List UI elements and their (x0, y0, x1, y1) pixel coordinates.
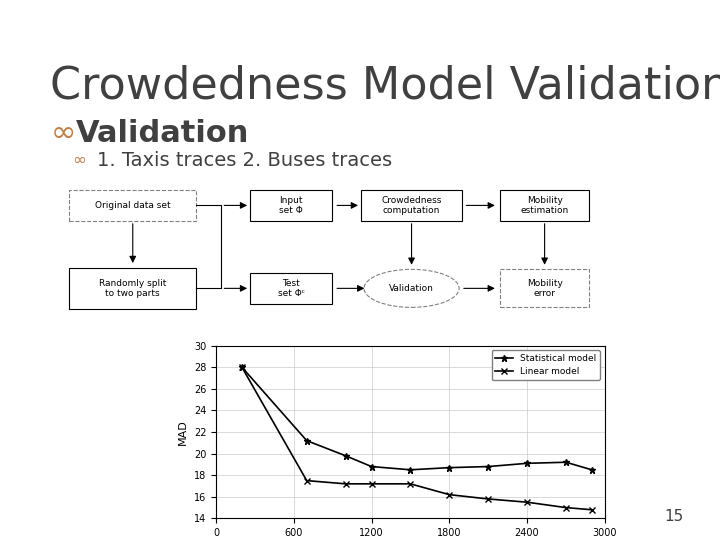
Ellipse shape (364, 269, 459, 307)
Linear model (445, 491, 454, 498)
FancyBboxPatch shape (500, 269, 589, 307)
Statistical model (302, 437, 311, 444)
Text: Test
set Φᶜ: Test set Φᶜ (278, 279, 305, 298)
Statistical model (484, 463, 492, 470)
Text: Crowdedness
computation: Crowdedness computation (382, 195, 442, 215)
Linear model (588, 507, 596, 513)
Linear model (238, 364, 246, 370)
Text: Validation: Validation (76, 119, 249, 148)
Statistical model (341, 453, 350, 459)
FancyBboxPatch shape (69, 190, 196, 221)
Text: Randomly split
to two parts: Randomly split to two parts (99, 279, 166, 298)
Text: Mobility
estimation: Mobility estimation (521, 195, 569, 215)
Text: Original data set: Original data set (95, 201, 171, 210)
Text: ∞: ∞ (50, 119, 76, 148)
Linear model (562, 504, 570, 511)
Text: Validation: Validation (389, 284, 434, 293)
Linear model (406, 481, 415, 487)
Statistical model (588, 467, 596, 473)
Text: ∞: ∞ (72, 151, 86, 169)
FancyBboxPatch shape (361, 190, 462, 221)
FancyBboxPatch shape (250, 190, 333, 221)
FancyBboxPatch shape (69, 268, 196, 309)
Text: 15: 15 (665, 509, 684, 524)
Statistical model (367, 463, 376, 470)
Statistical model (562, 459, 570, 465)
FancyBboxPatch shape (250, 273, 333, 304)
FancyBboxPatch shape (500, 190, 589, 221)
Linear model (523, 499, 531, 505)
Linear model (484, 496, 492, 502)
Statistical model (445, 464, 454, 471)
Linear model (302, 477, 311, 484)
Linear model (367, 481, 376, 487)
Linear model (341, 481, 350, 487)
Line: Statistical model: Statistical model (238, 364, 595, 473)
Statistical model (523, 460, 531, 467)
Line: Linear model: Linear model (238, 364, 595, 513)
Text: Input
set Φ: Input set Φ (279, 195, 303, 215)
Y-axis label: MAD: MAD (179, 419, 188, 445)
Text: 1. Taxis traces 2. Buses traces: 1. Taxis traces 2. Buses traces (97, 151, 392, 170)
Legend: Statistical model, Linear model: Statistical model, Linear model (492, 350, 600, 380)
Statistical model (406, 467, 415, 473)
Text: Crowdedness Model Validation: Crowdedness Model Validation (50, 65, 720, 108)
Text: Mobility
error: Mobility error (526, 279, 562, 298)
Statistical model (238, 364, 246, 370)
